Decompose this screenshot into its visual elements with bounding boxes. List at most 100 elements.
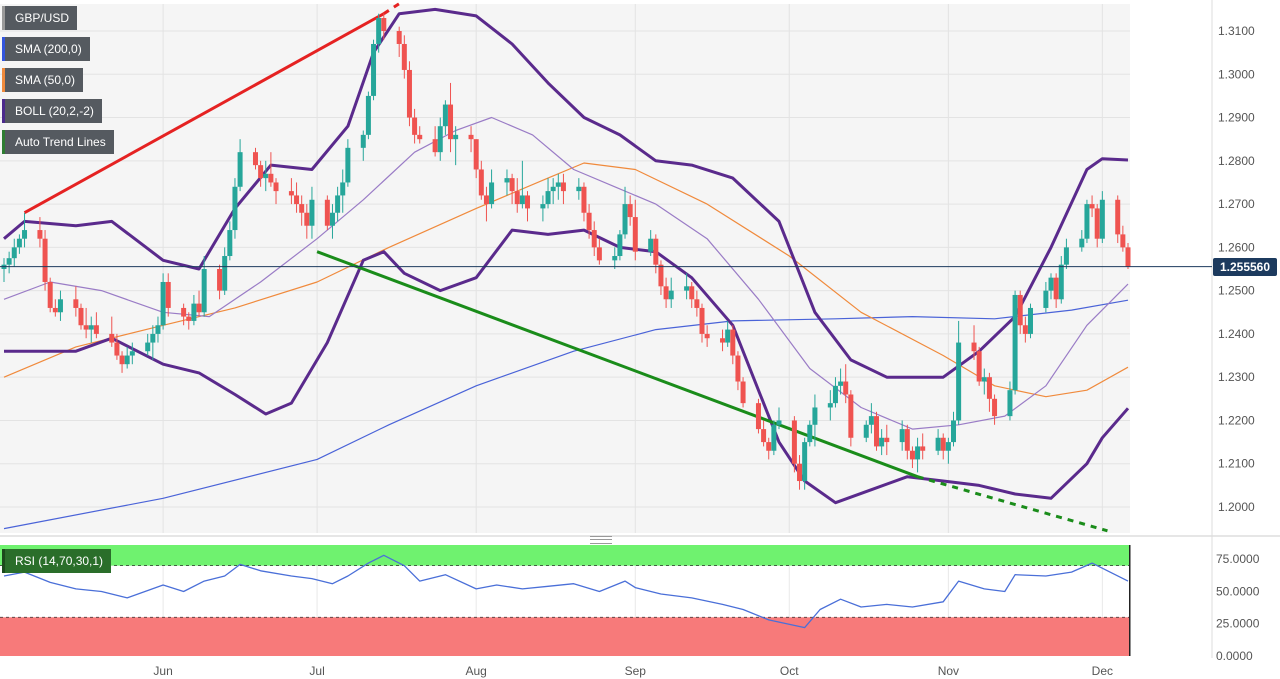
y-tick-label: 1.3000 (1218, 67, 1255, 81)
candle-body (88, 325, 94, 330)
candle-body (981, 377, 987, 382)
candle-body (1058, 264, 1064, 300)
candle-body (509, 178, 515, 192)
candle-body (843, 381, 849, 395)
candle-body (16, 238, 22, 248)
legend-boll[interactable]: BOLL (20,2,-2) (2, 99, 102, 123)
candle-body (329, 212, 335, 226)
candle-body (771, 424, 777, 451)
x-tick-label: Dec (1092, 664, 1113, 678)
legend-rsi[interactable]: RSI (14,70,30,1) (2, 549, 112, 573)
candle-body (165, 281, 171, 308)
series-line-sma-50-0 (3, 162, 1129, 398)
candle-body (550, 186, 556, 192)
candle-body (22, 230, 28, 239)
candle-body (1099, 199, 1105, 239)
rsi-y-tick-label: 50.0000 (1216, 584, 1260, 598)
candle-body (986, 377, 992, 399)
trend-line-resistance-extension (382, 2, 401, 15)
legend-gbpusd[interactable]: GBP/USD (2, 6, 78, 30)
legend-label: RSI (14,70,30,1) (15, 554, 104, 568)
y-tick-label: 1.3100 (1218, 24, 1255, 38)
candle-body (93, 325, 99, 334)
candle-body (417, 134, 423, 140)
candle-body (950, 420, 956, 443)
candle-body (191, 303, 197, 321)
series-line-sma-200-0 (3, 299, 1129, 530)
candle-body (596, 247, 602, 261)
candle-body (807, 424, 813, 443)
candle-body (832, 385, 838, 404)
candle-body (83, 325, 89, 330)
rsi-y-tick-label: 25.0000 (1216, 617, 1260, 631)
candle-body (848, 394, 854, 438)
candle-body (412, 117, 418, 135)
candle-body (437, 126, 443, 153)
legend-sma200[interactable]: SMA (200,0) (2, 37, 90, 61)
legend-auto-trend-lines[interactable]: Auto Trend Lines (2, 130, 114, 154)
rsi-right-border (1129, 545, 1131, 656)
y-tick-label: 1.2200 (1218, 413, 1255, 427)
candle-body (689, 286, 695, 300)
candle-body (838, 381, 844, 386)
candle-body (1125, 247, 1131, 267)
series-line-boll-lower (4, 228, 1130, 505)
trend-line-resistance (23, 12, 385, 215)
legend-sma50[interactable]: SMA (50,0) (2, 68, 84, 92)
candle-body (899, 429, 905, 443)
candle-body (1043, 290, 1049, 308)
candle-body (663, 286, 669, 300)
y-tick-label: 1.2800 (1218, 154, 1255, 168)
candle-body (1063, 247, 1069, 265)
candle-body (201, 269, 207, 313)
panel-resize-handle[interactable] (590, 536, 612, 544)
candle-body (791, 420, 797, 464)
rsi-oversold-zone (0, 617, 1130, 656)
candle-body (622, 204, 628, 235)
trend-line-support-extension (917, 475, 1108, 533)
candle-body (653, 238, 659, 265)
candle-body (340, 182, 346, 196)
candle-body (294, 195, 300, 205)
candle-body (586, 212, 592, 231)
candle-body (1022, 325, 1028, 334)
y-tick-label: 1.2400 (1218, 327, 1255, 341)
legend-label: SMA (200,0) (15, 42, 82, 56)
candle-body (360, 134, 366, 148)
x-tick-label: Nov (938, 664, 959, 678)
y-tick-label: 1.2500 (1218, 284, 1255, 298)
candle-body (324, 199, 330, 226)
candle-body (1094, 208, 1100, 239)
candle-body (109, 333, 115, 343)
y-tick-label: 1.2700 (1218, 197, 1255, 211)
candle-body (432, 139, 438, 153)
candle-body (668, 290, 674, 300)
candle-body (119, 355, 125, 365)
candle-body (940, 437, 946, 451)
candle-body (309, 199, 315, 226)
candle-body (78, 307, 84, 326)
candle-body (725, 329, 731, 343)
candle-body (581, 186, 587, 213)
candle-body (555, 182, 561, 187)
candle-body (735, 355, 741, 382)
x-tick-label: Jun (153, 664, 172, 678)
candle-body (186, 316, 192, 321)
candle-body (160, 281, 166, 326)
candle-body (252, 152, 258, 166)
candle-body (129, 351, 135, 356)
candle-body (335, 195, 341, 213)
x-tick-label: Oct (780, 664, 799, 678)
candle-body (915, 446, 921, 460)
candle-body (976, 351, 982, 382)
y-tick-label: 1.2600 (1218, 240, 1255, 254)
candle-body (694, 299, 700, 308)
candle-body (227, 230, 233, 257)
candle-body (47, 281, 53, 308)
rsi-overbought-zone (0, 545, 1130, 566)
series-line-boll-upper (3, 7, 1129, 379)
main-plot-area (0, 4, 1130, 533)
candle-body (1053, 277, 1059, 300)
candle-body (222, 256, 228, 291)
candle-body (935, 437, 941, 451)
